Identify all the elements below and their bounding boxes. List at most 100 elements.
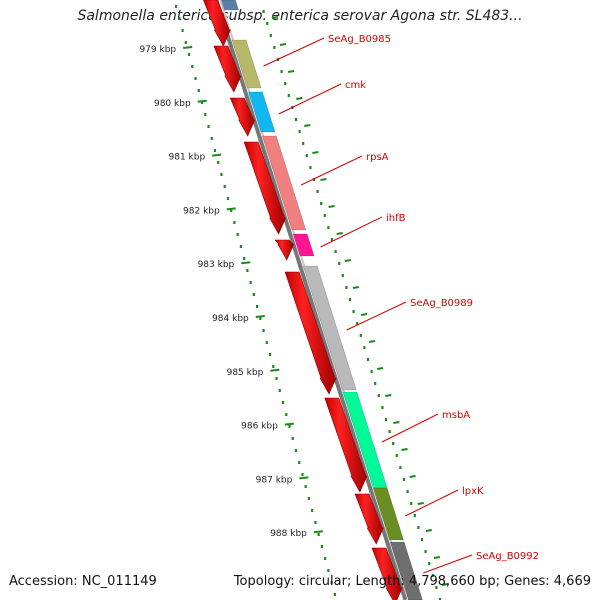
tick-label: 985 kbp bbox=[227, 368, 264, 378]
major-tick bbox=[270, 368, 280, 372]
length-label: Length: bbox=[355, 574, 405, 589]
ruler-dot bbox=[230, 209, 233, 212]
gene-label: ihfB bbox=[386, 213, 406, 224]
ruler-dot bbox=[294, 449, 298, 452]
outer-dot bbox=[359, 334, 362, 337]
cds-arrow bbox=[274, 239, 295, 261]
ruler-dot bbox=[259, 317, 262, 320]
ruler-dot bbox=[281, 401, 285, 404]
cds-arrow bbox=[284, 271, 337, 395]
tick-label: 981 kbp bbox=[169, 153, 206, 163]
minor-tick bbox=[304, 124, 311, 127]
major-tick bbox=[255, 315, 265, 318]
ruler-dot bbox=[181, 29, 184, 32]
major-tick bbox=[313, 530, 323, 534]
gene-label: lpxK bbox=[462, 486, 484, 497]
outer-dot bbox=[294, 118, 298, 121]
outer-dot bbox=[280, 70, 283, 73]
minor-tick bbox=[344, 259, 351, 262]
minor-tick bbox=[312, 151, 319, 154]
ruler: 979 kbp 980 kbp 981 kbp 982 kbp 983 kbp 984 k… bbox=[139, 5, 449, 600]
gene-label: SeAg_B0989 bbox=[410, 298, 473, 309]
outer-dot bbox=[287, 94, 290, 97]
tick-label: 987 kbp bbox=[256, 475, 293, 485]
outer-dot bbox=[309, 166, 312, 169]
topology-label: Topology: bbox=[233, 574, 295, 589]
ruler-dot bbox=[307, 497, 311, 500]
ruler-dot bbox=[184, 41, 187, 44]
outer-dot bbox=[284, 82, 287, 85]
outer-dot bbox=[366, 358, 370, 361]
outer-dot bbox=[363, 346, 366, 349]
ruler-dot bbox=[317, 533, 320, 536]
label-leader-line bbox=[405, 489, 459, 517]
outer-dot bbox=[305, 154, 308, 157]
major-tick bbox=[284, 422, 294, 426]
tick-label: 982 kbp bbox=[183, 206, 220, 216]
cds-track bbox=[203, 0, 403, 600]
cds-arrow bbox=[203, 0, 231, 47]
tick-label: 980 kbp bbox=[154, 99, 191, 109]
ruler-dot bbox=[243, 257, 246, 260]
minor-tick bbox=[279, 43, 287, 46]
genes-label: Genes: bbox=[504, 574, 550, 589]
ruler-dot bbox=[272, 365, 275, 368]
outer-dot bbox=[345, 286, 348, 289]
outer-dot bbox=[302, 142, 305, 145]
ruler-dot bbox=[314, 521, 317, 524]
gene-label: SeAg_B0992 bbox=[476, 551, 539, 562]
map-title: Salmonella enterica subsp. enterica sero… bbox=[77, 8, 523, 24]
ruler-dot bbox=[187, 53, 191, 56]
ruler-dot bbox=[223, 185, 226, 188]
minor-tick bbox=[352, 286, 360, 289]
ruler-dot bbox=[246, 269, 249, 272]
label-leader-line bbox=[263, 37, 325, 67]
outer-dot bbox=[312, 178, 316, 181]
tick-label: 979 kbp bbox=[139, 45, 176, 55]
minor-tick bbox=[377, 367, 384, 370]
ruler-dot bbox=[175, 5, 178, 8]
outer-dot bbox=[406, 490, 409, 493]
minor-tick bbox=[296, 97, 303, 100]
cds-arrow bbox=[243, 141, 287, 235]
ruler-dot bbox=[233, 221, 236, 224]
label-leader-line bbox=[300, 155, 363, 186]
label-leader-line bbox=[346, 301, 407, 331]
ruler-dot bbox=[207, 125, 210, 128]
outer-dot bbox=[370, 370, 373, 373]
ruler-dot bbox=[268, 353, 272, 356]
ruler-dot bbox=[278, 389, 281, 392]
outer-dot bbox=[420, 538, 424, 541]
ruler-dot bbox=[194, 77, 197, 80]
minor-tick bbox=[336, 232, 343, 235]
ruler-dot bbox=[275, 377, 278, 380]
accession-label: Accession: bbox=[9, 574, 78, 589]
outer-dot bbox=[334, 250, 337, 253]
minor-tick bbox=[441, 583, 449, 586]
minor-tick bbox=[393, 421, 400, 424]
ruler-dot bbox=[288, 425, 291, 428]
ruler-dot bbox=[236, 233, 239, 236]
ruler-dot bbox=[291, 437, 294, 440]
major-tick bbox=[183, 46, 193, 49]
outer-dot bbox=[388, 430, 391, 433]
minor-tick bbox=[287, 70, 295, 73]
tick-label: 984 kbp bbox=[212, 314, 249, 324]
tick-label: 986 kbp bbox=[241, 422, 278, 432]
ruler-dot bbox=[304, 485, 307, 488]
ruler-dot bbox=[220, 173, 223, 176]
cds-arrow bbox=[371, 547, 403, 600]
minor-tick bbox=[417, 502, 424, 505]
outer-dot bbox=[438, 598, 442, 600]
ruler-dot bbox=[333, 593, 336, 596]
outer-dot bbox=[273, 46, 276, 49]
minor-tick bbox=[328, 205, 335, 208]
outer-dot bbox=[384, 418, 388, 421]
outer-dot bbox=[269, 34, 272, 37]
accession-info: Accession: NC_011149 bbox=[9, 574, 157, 589]
major-tick bbox=[226, 207, 236, 211]
outer-dot bbox=[320, 202, 323, 205]
outer-dot bbox=[374, 382, 377, 385]
